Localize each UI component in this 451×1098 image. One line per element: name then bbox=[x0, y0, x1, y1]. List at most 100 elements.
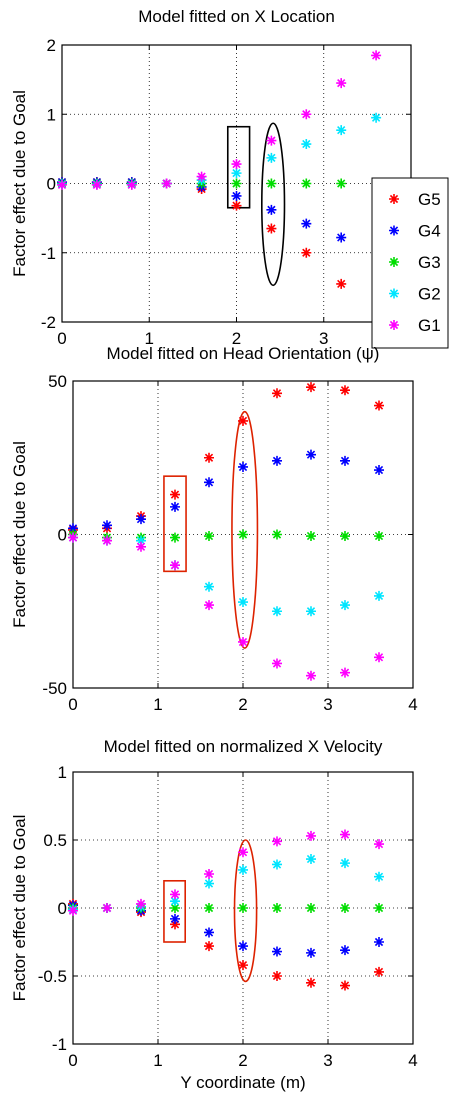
data-point-g1 bbox=[126, 179, 137, 190]
data-point-g2 bbox=[204, 878, 214, 889]
data-point-g2 bbox=[306, 606, 316, 617]
data-point-g4 bbox=[340, 945, 350, 956]
data-point-g5 bbox=[336, 278, 347, 289]
x-tick-label: 4 bbox=[408, 1051, 417, 1070]
y-tick-label: 0 bbox=[58, 526, 67, 545]
series-g4 bbox=[68, 900, 384, 958]
series-g5 bbox=[68, 382, 384, 535]
x-axis-label: Y coordinate (m) bbox=[180, 1073, 305, 1092]
data-point-g3 bbox=[306, 531, 316, 542]
legend-marker-g3 bbox=[389, 257, 399, 267]
data-point-g3 bbox=[204, 903, 214, 913]
data-point-g1 bbox=[231, 159, 242, 170]
data-point-g1 bbox=[238, 847, 248, 858]
series-g1 bbox=[68, 532, 384, 681]
data-point-g5 bbox=[170, 489, 180, 500]
data-point-g1 bbox=[301, 109, 312, 120]
data-point-g5 bbox=[306, 977, 316, 988]
data-point-g1 bbox=[91, 179, 102, 190]
data-point-g3 bbox=[238, 903, 248, 913]
annotation-ellipse bbox=[231, 410, 259, 649]
legend-marker-g4 bbox=[389, 225, 399, 236]
data-point-g3 bbox=[340, 903, 350, 913]
data-point-g2 bbox=[371, 112, 382, 123]
y-tick-label: 0 bbox=[47, 175, 56, 194]
x-tick-label: 0 bbox=[68, 1051, 77, 1070]
legend-marker-g5 bbox=[389, 194, 399, 204]
x-tick-label: 4 bbox=[408, 695, 417, 714]
y-tick-label: 2 bbox=[47, 36, 56, 55]
data-point-g3 bbox=[272, 903, 282, 913]
data-point-g4 bbox=[272, 455, 282, 466]
y-tick-label: 50 bbox=[48, 372, 67, 391]
data-point-g2 bbox=[170, 896, 180, 907]
y-axis-label: Factor effect due to Goal bbox=[10, 90, 29, 277]
data-point-g5 bbox=[266, 223, 277, 234]
data-point-g1 bbox=[272, 658, 282, 669]
x-tick-label: 0 bbox=[68, 695, 77, 714]
data-point-g2 bbox=[272, 859, 282, 870]
data-point-g1 bbox=[336, 78, 347, 89]
chart-3: 0 1 2 3 4 -1 -0.5 0 0.5 1 Model fitted on normaliz… bbox=[10, 737, 418, 1092]
legend-box bbox=[371, 177, 449, 349]
legend-marker-g1 bbox=[389, 320, 399, 330]
data-point-g5 bbox=[238, 960, 248, 971]
data-point-g3 bbox=[272, 529, 282, 540]
data-point-g3 bbox=[170, 532, 180, 543]
data-point-g2 bbox=[374, 590, 384, 601]
data-point-g4 bbox=[301, 218, 312, 229]
data-point-g5 bbox=[204, 452, 214, 463]
data-point-g1 bbox=[374, 652, 384, 663]
data-point-g2 bbox=[272, 606, 282, 617]
y-tick-label: 1 bbox=[47, 105, 56, 124]
data-point-g3 bbox=[336, 178, 347, 189]
y-tick-label: 1 bbox=[58, 763, 67, 782]
data-point-g1 bbox=[306, 830, 316, 841]
data-point-g2 bbox=[231, 168, 242, 179]
data-point-g2 bbox=[306, 854, 316, 865]
data-point-g4 bbox=[306, 449, 316, 460]
data-point-g5 bbox=[238, 415, 248, 426]
series-g2 bbox=[57, 112, 382, 190]
data-point-g1 bbox=[102, 535, 112, 546]
y-tick-label: -2 bbox=[41, 313, 56, 332]
data-point-g1 bbox=[266, 135, 277, 146]
data-point-g4 bbox=[136, 514, 146, 525]
data-point-g2 bbox=[238, 597, 248, 608]
data-point-g4 bbox=[102, 520, 112, 531]
data-point-g4 bbox=[231, 190, 242, 201]
data-point-g4 bbox=[340, 455, 350, 466]
data-point-g3 bbox=[301, 178, 312, 189]
annotation-rectangle bbox=[163, 879, 186, 943]
series-g3 bbox=[68, 903, 384, 913]
data-point-g2 bbox=[136, 535, 146, 546]
legend-marker-g2 bbox=[389, 288, 399, 299]
annotation-ellipse bbox=[261, 122, 286, 287]
x-tick-label: 0 bbox=[57, 329, 66, 348]
data-point-g5 bbox=[301, 247, 312, 258]
series-g1 bbox=[57, 50, 382, 190]
data-point-g4 bbox=[266, 204, 277, 215]
data-point-g4 bbox=[238, 941, 248, 952]
data-point-g5 bbox=[374, 966, 384, 977]
x-tick-label: 3 bbox=[323, 695, 332, 714]
data-point-g5 bbox=[340, 385, 350, 396]
legend-label: G2 bbox=[418, 285, 441, 304]
data-point-g4 bbox=[272, 946, 282, 957]
data-point-g1 bbox=[136, 898, 146, 909]
data-point-g5 bbox=[231, 200, 242, 211]
x-tick-label: 3 bbox=[323, 1051, 332, 1070]
annotation-ellipse bbox=[233, 839, 258, 983]
data-point-g5 bbox=[272, 388, 282, 399]
data-point-g4 bbox=[374, 937, 384, 947]
chart-title: Model fitted on X Location bbox=[138, 7, 335, 26]
data-point-g1 bbox=[136, 541, 146, 552]
data-point-g5 bbox=[272, 971, 282, 981]
x-tick-label: 2 bbox=[238, 1051, 247, 1070]
data-point-g4 bbox=[170, 913, 180, 924]
chart-title: Model fitted on Head Orientation (ψ) bbox=[107, 344, 380, 363]
data-point-g1 bbox=[204, 869, 214, 879]
legend-label: G5 bbox=[418, 190, 441, 209]
